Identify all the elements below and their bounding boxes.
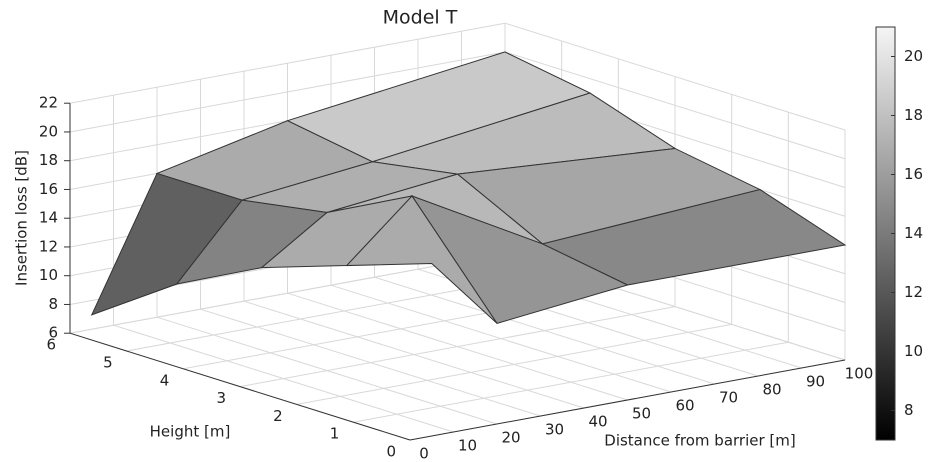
grid-line: [504, 22, 846, 131]
y-tick-label: 0: [386, 443, 396, 461]
x-tick-label: 90: [806, 373, 825, 391]
z-tick-label: 18: [39, 151, 58, 169]
z-tick-label: 8: [48, 295, 58, 313]
colorbar-tick-label: 18: [904, 106, 923, 124]
y-tick-label: 2: [273, 407, 283, 425]
x-tick-label: 80: [762, 381, 781, 399]
x-axis: [409, 359, 846, 441]
grid-line: [504, 51, 846, 160]
colorbar-tick-label: 8: [904, 401, 914, 419]
x-tick-label: 40: [588, 413, 607, 431]
y-tick-label: 3: [216, 389, 226, 407]
grid-line: [69, 51, 506, 133]
colorbar-tick-label: 10: [904, 342, 923, 360]
grid-line: [69, 22, 506, 104]
x-tick-label: 30: [545, 421, 564, 439]
y-tick-label: 4: [160, 371, 170, 389]
colorbar-tick-label: 20: [904, 47, 923, 65]
x-tick-label: 0: [419, 445, 429, 462]
x-tick-label: 20: [501, 429, 520, 447]
colorbar-tick-label: 14: [904, 224, 923, 242]
surface-patch: [345, 195, 498, 324]
x-tick-label: 100: [845, 365, 874, 383]
x-tick-label: 70: [719, 389, 738, 407]
x-tick-label: 60: [675, 397, 694, 415]
grid-line: [239, 306, 676, 388]
x-tick-label: 10: [458, 437, 477, 455]
z-tick-label: 10: [39, 266, 58, 284]
z-axis-label: Insertion loss [dB]: [13, 150, 31, 286]
y-axis: [69, 332, 411, 441]
z-tick-label: 22: [39, 94, 58, 112]
z-tick-label: 12: [39, 237, 58, 255]
grid-line: [69, 252, 506, 334]
z-tick-label: 20: [39, 122, 58, 140]
y-tick-label: 1: [330, 425, 340, 443]
z-tick-label: 14: [39, 209, 58, 227]
x-axis-label: Distance from barrier [m]: [604, 432, 795, 450]
z-tick-label: 6: [48, 324, 58, 342]
y-axis-label: Height [m]: [150, 423, 231, 441]
y-tick-label: 6: [46, 336, 56, 354]
y-tick-label: 5: [103, 354, 113, 372]
x-tick-label: 50: [632, 405, 651, 423]
grid-line: [296, 323, 732, 405]
colorbar-tick-label: 16: [904, 165, 923, 183]
z-tick-label: 16: [39, 180, 58, 198]
chart-title: Model T: [383, 7, 458, 29]
grid-line: [353, 341, 789, 423]
colorbar-tick-label: 12: [904, 283, 923, 301]
